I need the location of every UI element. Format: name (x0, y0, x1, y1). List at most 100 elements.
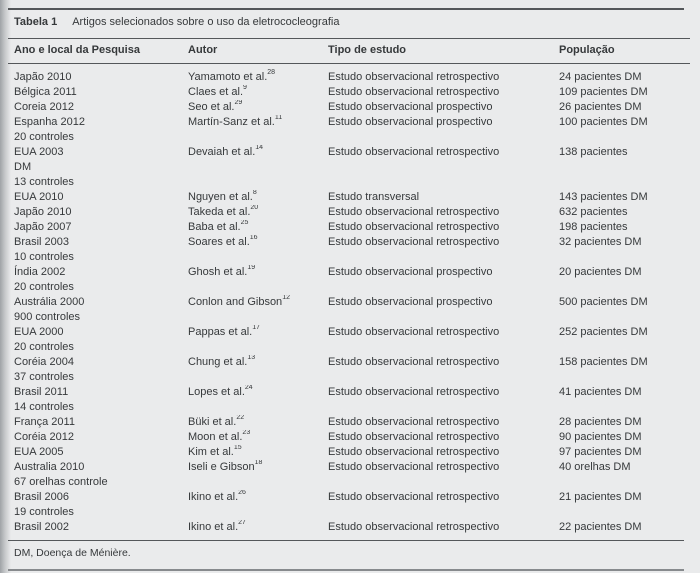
cell-populacao: 158 pacientes DM (559, 356, 648, 368)
cell-populacao: 252 pacientes DM (559, 326, 648, 338)
author-name: Iseli e Gibson (188, 461, 255, 473)
cell-autor: Chung et al.13 (188, 355, 328, 385)
reference-superscript: 14 (255, 145, 264, 152)
cell-tipo-estudo: Estudo observacional retrospectivo (328, 86, 500, 98)
cell-tipo-estudo: Estudo observacional retrospectivo (328, 206, 500, 218)
table-row: Austrália 2000 900 controles Conlon and … (8, 295, 690, 325)
cell-tipo-estudo: Estudo observacional retrospectivo (328, 356, 500, 368)
header-row: Ano e local da Pesquisa Autor Tipo de es… (8, 38, 690, 64)
author-name: Soares et al. (188, 236, 250, 248)
table-row: Japão 2010 Takeda et al.20 Estudo observ… (8, 205, 690, 220)
cell-tipo-estudo: Estudo observacional retrospectivo (328, 521, 500, 533)
cell-autor: Devaiah et al.14 (188, 145, 328, 190)
author-name: Moon et al. (188, 431, 243, 443)
table-row: Australia 2010 67 orelhas controle Iseli… (8, 460, 690, 490)
table-row: Coréia 2004 37 controles Chung et al.13 … (8, 355, 690, 385)
cell-tipo-estudo: Estudo observacional prospectivo (328, 266, 493, 278)
column-header-autor: Autor (188, 38, 328, 64)
cell-tipo-estudo: Estudo observacional prospectivo (328, 116, 493, 128)
cell-ano-local: Coreia 2012 (14, 101, 74, 113)
cell-tipo-estudo: Estudo observacional retrospectivo (328, 491, 500, 503)
reference-superscript: 23 (242, 430, 251, 437)
author-name: Ikino et al. (188, 521, 239, 533)
cell-autor: Baba et al.25 (188, 220, 328, 235)
data-table: Ano e local da Pesquisa Autor Tipo de es… (8, 38, 690, 540)
table-row: Coréia 2012 Moon et al.23 Estudo observa… (8, 430, 690, 445)
cell-populacao: 109 pacientes DM (559, 86, 648, 98)
reference-superscript: 16 (249, 235, 258, 242)
table-number-label: Tabela 1 (14, 16, 58, 28)
reference-superscript: 24 (244, 385, 253, 392)
cell-populacao: 22 pacientes DM (559, 521, 642, 533)
author-name: Lopes et al. (188, 386, 245, 398)
table-row: Índia 2002 20 controles Ghosh et al.19 E… (8, 265, 690, 295)
reference-superscript: 28 (267, 69, 276, 77)
author-name: Yamamoto et al. (188, 71, 268, 83)
cell-autor: Claes et al.9 (188, 85, 328, 100)
table-row: Espanha 2012 20 controles Martín-Sanz et… (8, 115, 690, 145)
cell-ano-local: Austrália 2000 900 controles (14, 296, 85, 323)
cell-ano-local: Índia 2002 20 controles (14, 266, 74, 293)
cell-tipo-estudo: Estudo observacional prospectivo (328, 296, 493, 308)
column-header-tipo-estudo: Tipo de estudo (328, 38, 559, 64)
cell-autor: Martín-Sanz et al.11 (188, 115, 328, 145)
table-row: EUA 2005 Kim et al.15 Estudo observacion… (8, 445, 690, 460)
cell-populacao: 97 pacientes DM (559, 446, 642, 458)
cell-ano-local: Coréia 2004 37 controles (14, 356, 74, 383)
cell-ano-local: EUA 2003 DM 13 controles (14, 146, 74, 188)
cell-ano-local: Bélgica 2011 (14, 86, 77, 98)
author-name: Seo et al. (188, 101, 235, 113)
cell-autor: Takeda et al.20 (188, 205, 328, 220)
table-row: Japão 2010 Yamamoto et al.28 Estudo obse… (8, 64, 690, 86)
cell-ano-local: Coréia 2012 (14, 431, 74, 443)
cell-autor: Yamamoto et al.28 (188, 64, 328, 86)
cell-ano-local: EUA 2010 (14, 191, 64, 203)
footnote-separator-rule (8, 540, 684, 541)
reference-superscript: 25 (240, 220, 249, 227)
cell-tipo-estudo: Estudo observacional prospectivo (328, 101, 493, 113)
table-row: Brasil 2006 19 controles Ikino et al.26 … (8, 490, 690, 520)
cell-tipo-estudo: Estudo observacional retrospectivo (328, 326, 500, 338)
cell-populacao: 500 pacientes DM (559, 296, 648, 308)
cell-autor: Lopes et al.24 (188, 385, 328, 415)
table-row: Brasil 2011 14 controles Lopes et al.24 … (8, 385, 690, 415)
author-name: Claes et al. (188, 86, 244, 98)
cell-tipo-estudo: Estudo observacional retrospectivo (328, 461, 500, 473)
table-caption: Tabela 1 Artigos selecionados sobre o uso… (8, 10, 684, 38)
reference-superscript: 11 (274, 115, 283, 122)
reference-superscript: 13 (247, 355, 256, 362)
table-row: Coreia 2012 Seo et al.29 Estudo observac… (8, 100, 690, 115)
cell-tipo-estudo: Estudo observacional retrospectivo (328, 236, 500, 248)
page-edge-shadow (0, 0, 11, 573)
cell-autor: Ikino et al.26 (188, 490, 328, 520)
cell-autor: Kim et al.15 (188, 445, 328, 460)
cell-ano-local: França 2011 (14, 416, 75, 428)
reference-superscript: 20 (250, 205, 259, 212)
cell-ano-local: Japão 2010 (14, 206, 72, 218)
reference-superscript: 15 (233, 445, 242, 452)
cell-populacao: 138 pacientes (559, 146, 628, 158)
cell-autor: Moon et al.23 (188, 430, 328, 445)
cell-populacao: 41 pacientes DM (559, 386, 642, 398)
cell-ano-local: Brasil 2011 14 controles (14, 386, 74, 413)
cell-tipo-estudo: Estudo observacional retrospectivo (328, 431, 500, 443)
cell-ano-local: Japão 2007 (14, 221, 72, 233)
table-row: EUA 2010 Nguyen et al.8 Estudo transvers… (8, 190, 690, 205)
cell-autor: Iseli e Gibson18 (188, 460, 328, 490)
author-name: Chung et al. (188, 356, 248, 368)
cell-tipo-estudo: Estudo observacional retrospectivo (328, 386, 500, 398)
cell-tipo-estudo: Estudo observacional retrospectivo (328, 446, 500, 458)
column-header-ano-local: Ano e local da Pesquisa (8, 38, 188, 64)
table-title-text: Artigos selecionados sobre o uso da elet… (72, 16, 340, 28)
cell-populacao: 90 pacientes DM (559, 431, 642, 443)
reference-superscript: 26 (238, 490, 246, 497)
cell-tipo-estudo: Estudo observacional retrospectivo (328, 221, 500, 233)
cell-populacao: 32 pacientes DM (559, 236, 642, 248)
reference-superscript: 18 (254, 460, 263, 467)
cell-ano-local: EUA 2000 20 controles (14, 326, 74, 353)
table-header: Ano e local da Pesquisa Autor Tipo de es… (8, 38, 690, 64)
cell-ano-local: Australia 2010 67 orelhas controle (14, 461, 108, 488)
cell-populacao: 40 orelhas DM (559, 461, 631, 473)
table-row: EUA 2000 20 controles Pappas et al.17 Es… (8, 325, 690, 355)
